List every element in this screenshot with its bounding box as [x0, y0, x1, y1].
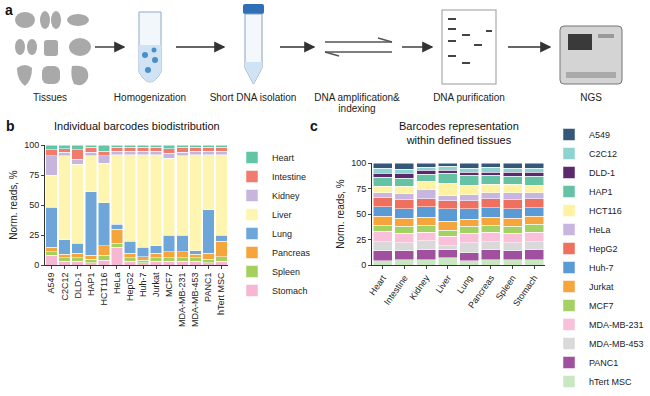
svg-text:HepG2: HepG2 [125, 273, 135, 302]
svg-text:PANC1: PANC1 [589, 358, 618, 368]
svg-text:50: 50 [356, 209, 366, 219]
svg-text:Huh-7: Huh-7 [138, 273, 148, 298]
svg-text:C2C12: C2C12 [60, 273, 70, 301]
svg-text:Intestine: Intestine [382, 273, 410, 307]
svg-text:Intestine: Intestine [272, 172, 306, 182]
svg-text:Barcodes representationwithin: Barcodes representationwithin defined ti… [399, 120, 519, 146]
svg-text:Norm. reads, %: Norm. reads, % [8, 170, 19, 240]
svg-text:A549: A549 [589, 130, 610, 140]
svg-text:Spleen: Spleen [494, 273, 518, 302]
svg-text:Individual barcodes biodistrib: Individual barcodes biodistribution [54, 120, 220, 132]
svg-text:HeLa: HeLa [112, 273, 122, 295]
svg-text:Spleen: Spleen [272, 267, 300, 277]
svg-text:MDA-MB-453: MDA-MB-453 [190, 273, 200, 328]
svg-text:Kidney: Kidney [272, 191, 300, 201]
svg-text:MDA-MB-231: MDA-MB-231 [589, 320, 644, 330]
svg-text:Stomach: Stomach [511, 273, 540, 308]
svg-text:75: 75 [29, 170, 39, 180]
svg-text:MCF7: MCF7 [164, 273, 174, 298]
svg-text:Liver: Liver [434, 273, 453, 295]
svg-text:Norm. reads, %: Norm. reads, % [335, 179, 346, 249]
html-text:Homogenization: Homogenization [113, 92, 187, 103]
svg-text:Kidney: Kidney [407, 273, 431, 302]
svg-text:hTert MSC: hTert MSC [589, 377, 632, 387]
svg-text:PANC1: PANC1 [203, 273, 213, 302]
svg-text:HAP1: HAP1 [589, 187, 613, 197]
svg-text:MCF7: MCF7 [589, 301, 614, 311]
svg-text:HepG2: HepG2 [589, 244, 618, 254]
svg-text:Liver: Liver [272, 210, 292, 220]
svg-text:50: 50 [29, 200, 39, 210]
svg-text:Pancreas: Pancreas [272, 248, 311, 258]
svg-text:HeLa: HeLa [589, 225, 611, 235]
svg-text:b: b [6, 118, 15, 134]
svg-text:Pancreas: Pancreas [466, 273, 496, 310]
svg-text:100: 100 [24, 140, 39, 150]
html-text:Tissues: Tissues [33, 92, 67, 103]
svg-text:Huh-7: Huh-7 [589, 263, 614, 273]
html-text:DNA amplification& indexing: DNA amplification& indexing [314, 92, 400, 114]
svg-text:C2C12: C2C12 [589, 149, 617, 159]
svg-text:MDA-MB-231: MDA-MB-231 [177, 273, 187, 328]
svg-text:Lung: Lung [272, 229, 292, 239]
svg-text:HAP1: HAP1 [86, 273, 96, 297]
html-text:Short DNA isolation: Short DNA isolation [209, 92, 297, 103]
svg-text:Jurkat: Jurkat [589, 282, 614, 292]
html-text:a: a [5, 2, 13, 18]
svg-text:Heart: Heart [272, 153, 295, 163]
html-text:NGS: NGS [580, 92, 602, 103]
svg-text:100: 100 [351, 158, 366, 168]
svg-text:c: c [310, 118, 318, 134]
svg-text:0: 0 [361, 260, 366, 270]
svg-text:hTert MSC: hTert MSC [216, 272, 226, 315]
svg-text:MDA-MB-453: MDA-MB-453 [589, 339, 644, 349]
svg-text:25: 25 [356, 235, 366, 245]
svg-text:DLD-1: DLD-1 [589, 168, 615, 178]
svg-text:Lung: Lung [455, 273, 475, 295]
svg-text:75: 75 [356, 184, 366, 194]
svg-text:A549: A549 [46, 273, 56, 294]
svg-text:Stomach: Stomach [272, 286, 308, 296]
svg-text:HCT116: HCT116 [589, 206, 622, 216]
svg-text:DLD-1: DLD-1 [73, 273, 83, 299]
svg-text:Heart: Heart [367, 273, 388, 297]
svg-text:HCT116: HCT116 [99, 273, 109, 306]
svg-text:Jurkat: Jurkat [151, 272, 161, 297]
svg-text:0: 0 [34, 260, 39, 270]
html-text:DNA purification: DNA purification [433, 92, 505, 103]
svg-text:25: 25 [29, 230, 39, 240]
